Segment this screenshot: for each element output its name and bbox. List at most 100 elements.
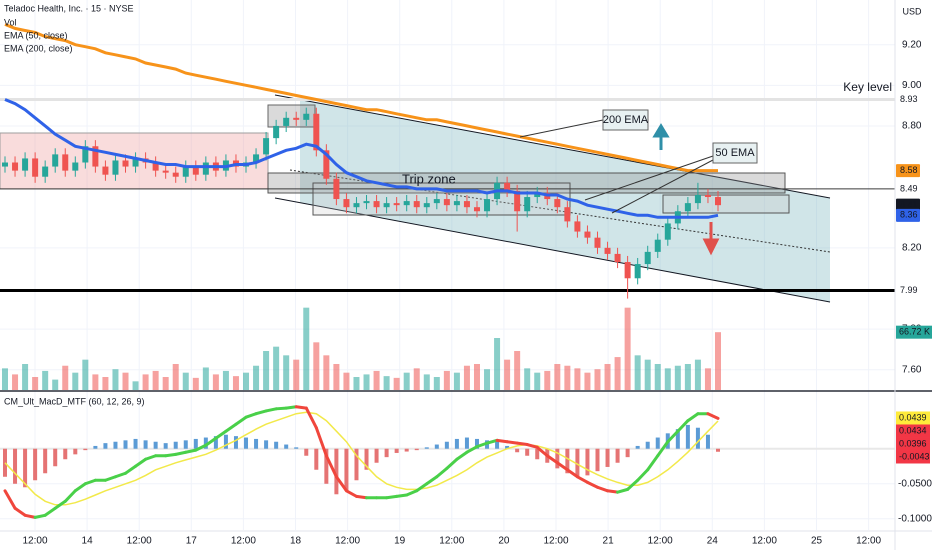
volume-bar — [243, 372, 250, 390]
candle-body — [303, 113, 310, 120]
histogram-bar — [374, 448, 379, 463]
volume-bar — [132, 381, 139, 390]
candle-body — [604, 247, 611, 254]
macd-segment — [646, 454, 660, 472]
key-level-label: Key level — [843, 80, 892, 94]
histogram-bar — [233, 436, 238, 449]
candle-body — [484, 199, 491, 212]
volume-bar — [644, 359, 651, 390]
volume-bar — [463, 365, 470, 390]
callout-box — [602, 109, 649, 131]
histogram-bar — [605, 448, 610, 467]
y-tick-label: -0.0500 — [898, 478, 932, 489]
macd-segment — [294, 405, 308, 410]
candle-body — [514, 190, 521, 212]
candle-body — [473, 207, 480, 212]
macd-segment — [234, 415, 248, 426]
volume-bar — [534, 372, 541, 390]
volume-bar — [152, 370, 159, 390]
candle-body — [313, 113, 320, 151]
candle-body — [644, 251, 651, 265]
candle-body — [715, 197, 721, 206]
candle-body — [504, 182, 511, 191]
macd-segment — [53, 499, 67, 510]
histogram-bar — [213, 436, 218, 449]
histogram-bar — [244, 437, 249, 449]
histogram-bar — [444, 441, 449, 449]
histogram-bar — [535, 448, 540, 460]
macd-segment — [3, 489, 17, 510]
candle-body — [554, 199, 561, 208]
macd-segment — [13, 506, 27, 517]
volume-bar — [654, 364, 661, 390]
histogram-bar — [474, 438, 479, 449]
histogram-bar — [655, 437, 660, 449]
candle-body — [273, 125, 280, 139]
y-tick-label: 8.20 — [902, 242, 922, 253]
volume-bar — [92, 374, 99, 390]
volume-bar — [624, 307, 631, 390]
candle-body — [564, 207, 571, 222]
x-tick-label: 12:00 — [752, 536, 777, 547]
x-tick-label: 24 — [707, 536, 719, 547]
volume-bar — [353, 377, 360, 390]
histogram-bar — [153, 441, 158, 449]
candle-body — [32, 158, 39, 177]
candle-body — [202, 162, 209, 175]
y-tick-label: 9.00 — [902, 80, 922, 91]
histogram-bar — [384, 448, 389, 458]
candle-body — [534, 192, 541, 198]
histogram-bar — [685, 424, 690, 449]
volume-bar — [22, 364, 29, 390]
candle-body — [112, 160, 119, 175]
macd-segment — [485, 438, 499, 445]
volume-bar — [293, 359, 300, 390]
candle-body — [624, 262, 631, 279]
candle-body — [52, 154, 59, 167]
histogram-bar — [424, 447, 429, 449]
macd-segment — [445, 457, 459, 470]
volume-bar — [142, 374, 149, 390]
histogram-bar — [183, 440, 188, 449]
volume-bar — [202, 367, 209, 390]
candle-body — [694, 195, 701, 204]
mid-line — [289, 169, 831, 253]
histogram-bar — [464, 437, 469, 449]
macd-segment — [113, 471, 128, 479]
candle-body — [704, 195, 711, 198]
x-tick-label: 25 — [811, 536, 823, 547]
histogram-bar — [575, 448, 580, 477]
volume-bar — [192, 377, 199, 390]
x-tick-label: 12:00 — [439, 536, 464, 547]
candle-body — [463, 201, 470, 208]
price — [2, 23, 721, 299]
volume-bar — [82, 359, 89, 390]
macd-segment — [405, 489, 419, 497]
ema-line — [4, 23, 718, 173]
histogram-bar — [274, 441, 279, 449]
volume-bar — [684, 364, 691, 390]
arrow-up — [652, 123, 670, 150]
histogram-bar — [595, 448, 600, 472]
histogram-bar — [334, 448, 339, 495]
candle-body — [684, 203, 691, 212]
macd-segment — [184, 448, 198, 454]
macd-segment — [33, 513, 47, 519]
price-label: 8.58 — [900, 165, 918, 175]
macd — [0, 405, 895, 519]
histogram-bar — [264, 440, 269, 449]
macd-segment — [435, 466, 449, 479]
macd-segment — [385, 494, 399, 500]
macd-segment — [636, 468, 650, 482]
volume-bar — [373, 370, 380, 390]
volume-bar — [514, 351, 521, 390]
volume-bar — [283, 355, 290, 390]
histogram-bar — [585, 448, 590, 476]
macd-label: 0.0439 — [899, 412, 927, 422]
volume-bar — [484, 369, 491, 390]
candle-body — [42, 166, 49, 177]
macd-segment — [354, 494, 369, 500]
candle-body — [373, 201, 380, 208]
price-label: 8.36 — [900, 210, 918, 220]
